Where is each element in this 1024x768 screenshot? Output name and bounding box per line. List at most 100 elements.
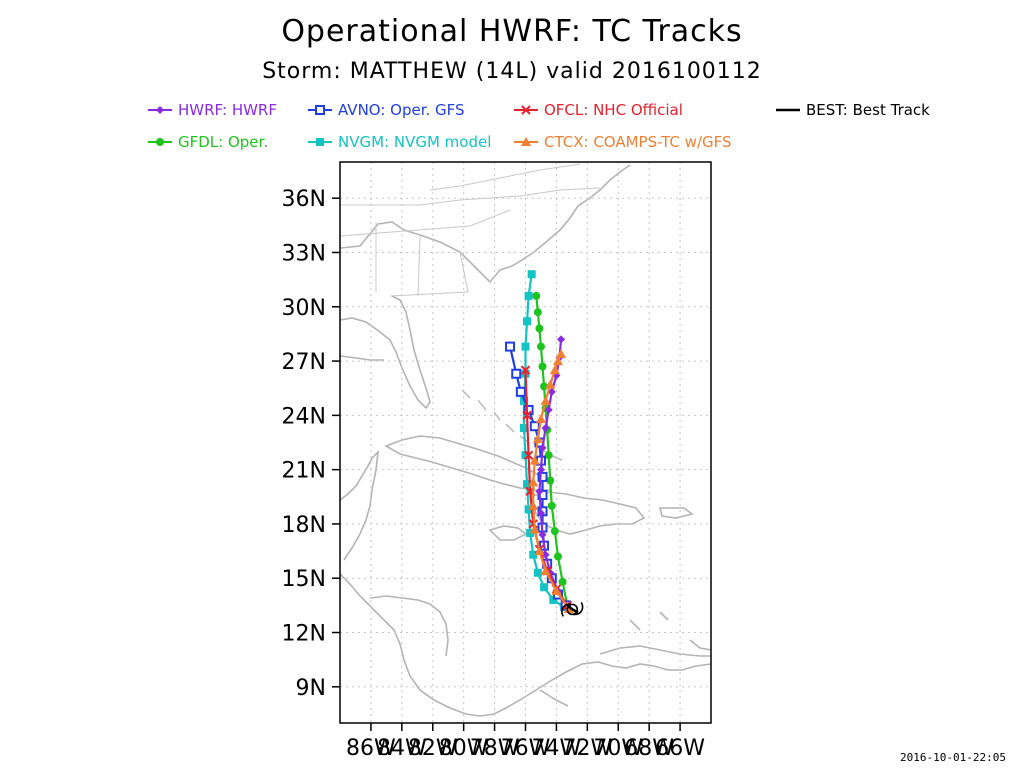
island-puerto-rico [658,507,694,519]
coastline-florida [340,295,431,410]
x-tick-label: 82W [408,736,458,761]
legend-label-hwrf: HWRF: HWRF [178,101,277,119]
track-point [520,365,531,375]
x-tick-label: 72W [562,736,612,761]
track-point [522,410,532,421]
track-point [540,395,551,405]
legend-item-gfdl: GFDL: Oper. [146,130,268,154]
track-point [524,291,533,300]
y-tick-label: 36N [282,187,326,212]
series-ctcx [528,348,574,613]
coastline-south-america [539,611,711,707]
island-hispaniola [531,491,646,535]
track-point [540,583,549,592]
legend-swatch-ctcx [514,137,538,146]
track-point [556,348,567,358]
y-tick-label: 30N [282,296,326,321]
track-point [523,450,534,460]
hurricane-icon [561,601,584,617]
grid [340,162,711,723]
chart-title: Operational HWRF: TC Tracks [281,14,743,49]
legend-label-ctcx: CTCX: COAMPS-TC w/GFS [544,133,732,151]
legend-item-ofcl: OFCL: NHC Official [512,98,683,122]
coastline-central-america [340,573,711,717]
coastline-honduras [369,595,449,657]
x-tick-label: 76W [501,736,551,761]
y-tick-label: 24N [282,404,326,429]
coastline-us-east [340,164,631,284]
legend-label-avno: AVNO: Oper. GFS [338,101,465,119]
track-point [535,413,546,423]
hurricane-eye [566,603,579,616]
track-point [529,455,540,465]
legend-label-best: BEST: Best Track [806,101,930,119]
legend-item-nvgm: NVGM: NVGM model [306,130,491,154]
y-tick-label: 12N [282,622,326,647]
legend-item-best: BEST: Best Track [774,98,930,122]
track-point [544,405,553,414]
track-point [545,379,556,389]
track-point [549,365,560,375]
chart-subtitle: Storm: MATTHEW (14L) valid 2016100112 [262,59,762,84]
legend-item-ctcx: CTCX: COAMPS-TC w/GFS [512,130,732,154]
track-point [552,356,563,366]
x-tick-label: 84W [377,736,427,761]
y-tick-label: 21N [282,459,326,484]
track-point [538,530,547,539]
track-point [528,477,539,487]
track-point [557,335,566,344]
legend-label-gfdl: GFDL: Oper. [178,133,269,151]
hurricane-arm [573,601,584,616]
legend-item-hwrf: HWRF: HWRF [146,98,277,122]
track-point [515,386,526,397]
track-point [551,585,562,595]
track-point [536,465,545,474]
legend-swatch-ofcl [514,105,538,115]
track-point [535,324,544,333]
y-tick-label: 33N [282,241,326,266]
x-tick-label: 74W [532,736,582,761]
y-tick-label: 15N [282,567,326,592]
track-point [541,424,550,433]
x-tick-label: 68W [624,736,674,761]
track-line [522,274,565,609]
track-point [536,509,545,518]
track-point [549,595,558,604]
track-point [527,270,536,279]
track-point [529,550,538,559]
track-point [536,342,545,351]
legend-label-nvgm: NVGM: NVGM model [338,133,492,151]
series-layer [505,270,579,614]
track-point [532,433,543,443]
y-tick-label: 18N [282,513,326,538]
x-tick-label: 66W [655,736,705,761]
state-borders [340,209,511,297]
x-tick-label: 78W [470,736,520,761]
island-jamaica [488,525,528,541]
track-point [532,291,541,300]
track-point [519,424,528,433]
track-point [529,421,540,432]
legend-item-avno: AVNO: Oper. GFS [306,98,465,122]
track-point [540,565,551,575]
hurricane-arm [561,603,572,617]
track-point [533,308,542,317]
track-point [544,451,553,460]
track-point [534,546,545,556]
legend-swatch-hwrf [148,106,172,114]
track-point [558,577,567,586]
x-tick-label: 86W [346,736,396,761]
track-point [523,317,532,326]
track-point [511,368,522,379]
y-tick-label: 27N [282,350,326,375]
track-point [521,451,530,460]
x-tick-label: 70W [593,736,643,761]
track-point [523,480,532,489]
legend: HWRF: HWRF AVNO: Oper. GFS OFCL: NHC Off… [0,96,1024,156]
legend-swatch-best [776,108,800,112]
state-borders-north [340,163,601,206]
track-point [537,471,548,482]
track-point [550,527,559,536]
